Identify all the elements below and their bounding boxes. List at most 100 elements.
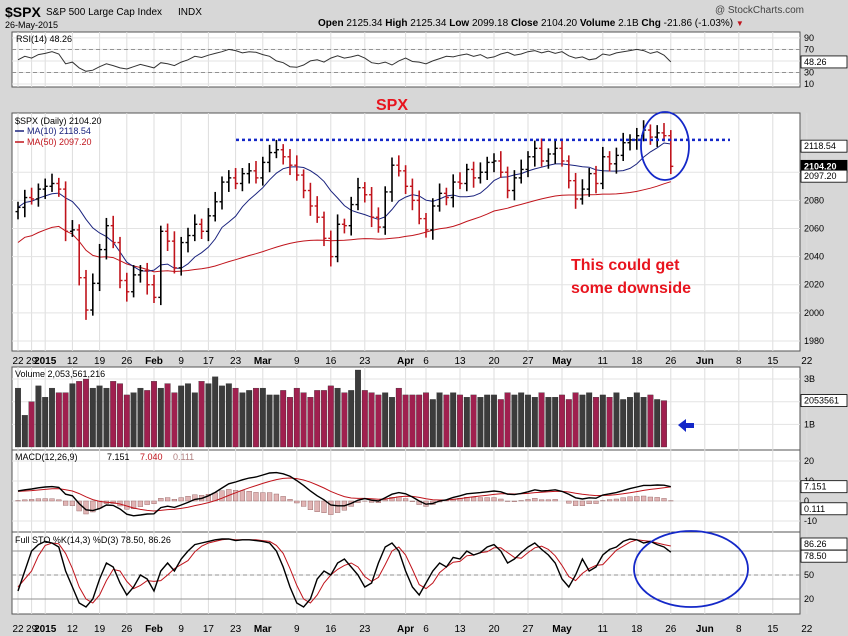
volume-bar <box>416 394 423 448</box>
volume-bar <box>96 385 103 448</box>
macd-histogram-bar <box>130 500 137 510</box>
volume-bar <box>382 392 389 448</box>
highlight-circle-price <box>640 111 690 181</box>
macd-histogram-bar <box>280 496 286 502</box>
macd-histogram-bar <box>335 500 341 513</box>
volume-bar <box>198 381 205 448</box>
volume-bar <box>334 387 341 448</box>
macd-histogram-bar <box>491 497 497 502</box>
rsi-last-value-box <box>800 55 848 69</box>
macd-histogram-bar <box>158 498 164 502</box>
macd-legend-name: MACD(12,26,9) <box>15 452 78 462</box>
volume-bar <box>389 397 395 448</box>
ma10-value-box-box <box>800 139 848 153</box>
chg-value: -21.86 (-1.03%) <box>663 18 734 29</box>
macd-histogram-bar <box>661 498 667 502</box>
volume-bar <box>341 392 348 448</box>
x-axis-label-bottom: 17 <box>203 624 215 635</box>
macd-histogram-bar <box>647 496 654 502</box>
volume-bar <box>293 387 300 448</box>
macd-histogram-bar <box>307 500 314 511</box>
macd-hist-last-value: 0.111 <box>804 504 825 514</box>
volume-bar <box>110 381 117 448</box>
vol-tick-label: 3B <box>804 374 815 384</box>
macd-histogram-bar <box>22 499 28 502</box>
rsi-tick-label: 90 <box>804 33 814 43</box>
x-axis-label: 23 <box>230 356 242 367</box>
high-value: 2125.34 <box>410 18 447 29</box>
macd-histogram-bar <box>42 498 48 502</box>
macd-histogram-bar <box>620 497 626 502</box>
volume-bar <box>137 387 144 448</box>
macd-tick-label: -10 <box>804 516 817 526</box>
volume-value: 2.1B <box>618 18 639 29</box>
volume-bar <box>259 387 266 448</box>
macd-histogram-bar <box>471 497 477 502</box>
volume-bar <box>151 381 157 448</box>
x-axis-label: 29 <box>26 356 38 367</box>
volume-bar <box>579 394 586 448</box>
volume-bar <box>375 394 382 448</box>
x-axis-label-bottom: 23 <box>359 624 371 635</box>
volume-bar <box>661 400 667 448</box>
volume-bar <box>287 397 293 448</box>
macd-histogram-bar <box>532 498 538 502</box>
volume-bar <box>21 415 28 448</box>
x-axis-label: 16 <box>325 356 337 367</box>
x-axis-label-bottom: 12 <box>67 624 79 635</box>
x-axis-label: Apr <box>397 356 414 367</box>
x-axis-label: 8 <box>736 356 742 367</box>
macd-histogram-bar <box>219 490 225 502</box>
x-axis-label-bottom: 19 <box>94 624 106 635</box>
ma50-value-box: 2097.20 <box>804 171 837 181</box>
volume-bar <box>565 399 572 448</box>
price-tick-label: 2020 <box>804 280 824 290</box>
x-axis-label: Mar <box>254 356 272 367</box>
macd-histogram-bar <box>192 494 198 502</box>
x-axis-label-bottom: 9 <box>294 624 300 635</box>
volume-bar <box>266 394 273 448</box>
volume-bar <box>395 387 402 448</box>
macd-histogram-bar <box>627 496 633 502</box>
x-axis-label: Feb <box>145 356 163 367</box>
macd-histogram-bar <box>287 499 293 502</box>
macd-histogram-bar <box>246 491 252 502</box>
macd-histogram-bar <box>545 499 552 502</box>
macd-histogram-bar <box>539 499 545 502</box>
macd-histogram-bar <box>253 492 259 502</box>
x-axis-label-bottom: Apr <box>397 624 414 635</box>
macd-legend-macd: 7.151 <box>107 452 130 462</box>
x-axis-label: 22 <box>12 356 24 367</box>
volume-bar <box>130 392 137 448</box>
sto-legend: Full STO %K(14,3) %D(3) 78.50, 86.26 <box>15 535 171 545</box>
x-axis-label: 11 <box>598 356 609 367</box>
x-axis-label: 12 <box>67 356 79 367</box>
sto-k-line <box>17 538 672 608</box>
macd-histogram-bar <box>389 497 395 502</box>
volume-bar <box>620 399 627 448</box>
volume-bar <box>164 383 171 448</box>
volume-bar <box>117 383 123 448</box>
volume-bar <box>83 378 89 448</box>
volume-bar <box>511 394 518 448</box>
volume-bar <box>654 399 661 448</box>
volume-bar <box>185 383 191 448</box>
macd-line <box>17 471 671 517</box>
macd-histogram-bar <box>579 500 586 507</box>
volume-bar <box>62 392 69 448</box>
ma50-line <box>17 181 671 273</box>
ma10-legend: MA(10) 2118.54 <box>27 126 91 136</box>
macd-histogram-bar <box>607 499 613 502</box>
sto-tick-label: 20 <box>804 594 814 604</box>
x-axis-label-bottom: 16 <box>325 624 337 635</box>
volume-bar <box>491 394 497 448</box>
volume-bar <box>409 394 416 448</box>
price-tick-label: 2080 <box>804 195 824 205</box>
volume-last-value: 2053561 <box>804 396 839 406</box>
volume-bar <box>355 369 361 448</box>
volume-bar <box>327 385 334 448</box>
volume-bar <box>28 401 35 448</box>
x-axis-label-bottom: 27 <box>522 624 534 635</box>
x-axis-label: 13 <box>454 356 466 367</box>
volume-bar <box>504 392 511 448</box>
